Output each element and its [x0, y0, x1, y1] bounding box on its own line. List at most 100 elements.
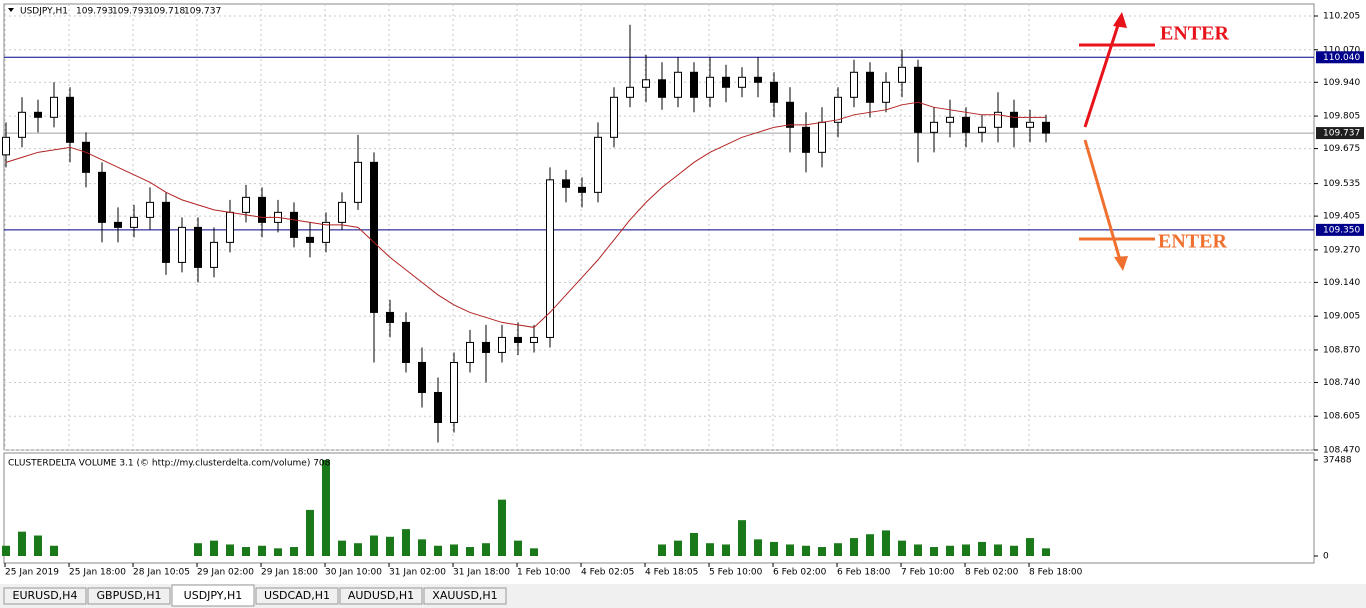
level-tag [1316, 51, 1364, 64]
volume-bar [866, 534, 874, 556]
candle-body [434, 391, 442, 423]
candle-body [834, 96, 842, 123]
tab-label[interactable]: USDCAD,H1 [264, 589, 330, 602]
volume-bar [658, 544, 666, 556]
volume-bar [898, 540, 906, 556]
volume-bar [786, 544, 794, 556]
candle-body [994, 111, 1002, 128]
candle-body [258, 196, 266, 223]
ohlc-value: 109.737 [184, 7, 221, 17]
y-tick-label: 108.870 [1323, 345, 1360, 355]
tab-label[interactable]: XAUUSD,H1 [432, 589, 497, 602]
tab[interactable] [339, 587, 423, 605]
plot [2, 24, 1314, 556]
volume-bar [194, 543, 202, 556]
candle-body [882, 81, 890, 103]
volume-bar [450, 544, 458, 556]
candle-body [818, 121, 826, 153]
candle-body [658, 79, 666, 98]
candle-body [466, 341, 474, 363]
moving-average [5, 101, 1046, 328]
ohlc-value: 109.718 [148, 7, 185, 17]
candle-body [450, 361, 458, 423]
volume-bar [850, 538, 858, 556]
candle-body [418, 361, 426, 393]
volume-bar [482, 543, 490, 556]
candle-body [34, 111, 42, 118]
x-tick-label: 8 Feb 18:00 [1029, 568, 1083, 578]
volume-bar [386, 536, 394, 556]
candle-body [578, 186, 586, 193]
volume-bar [306, 509, 314, 556]
tab[interactable] [3, 587, 87, 605]
x-tick-label: 5 Feb 10:00 [709, 568, 763, 578]
candle-body [946, 116, 954, 123]
menu-arrow [8, 8, 14, 12]
tab-label[interactable]: AUDUSD,H1 [348, 589, 414, 602]
candle-body [498, 336, 506, 353]
volume-bar [946, 545, 954, 556]
candle-body [18, 111, 26, 138]
volume-bar [322, 460, 330, 556]
volume-bar [402, 529, 410, 556]
candle-body [962, 116, 970, 133]
volume-bar [1010, 545, 1018, 556]
tab-label[interactable]: USDJPY,H1 [184, 589, 243, 602]
volume-bar [370, 535, 378, 556]
candle-body [978, 126, 986, 133]
candle-body [82, 141, 90, 173]
volume-bar [882, 530, 890, 556]
tab[interactable] [171, 584, 255, 607]
candle-body [290, 211, 298, 238]
volume-bar [1042, 548, 1050, 556]
candle-body [802, 126, 810, 153]
volume-bar [978, 541, 986, 556]
volume-bar [930, 547, 938, 556]
tab[interactable] [423, 587, 507, 605]
volume-bar [274, 548, 282, 556]
candle-body [146, 201, 154, 218]
volume-bar [1026, 538, 1034, 556]
candle-body [674, 71, 682, 98]
x-tick-label: 4 Feb 18:05 [645, 568, 698, 578]
volume-bar [2, 545, 10, 556]
tab[interactable] [255, 587, 339, 605]
volume-bar [354, 543, 362, 556]
volume-bar [434, 545, 442, 556]
ohlc-value: 109.793 [76, 7, 113, 17]
candle-body [914, 66, 922, 133]
candle-body [210, 241, 218, 268]
level-label: 109.350 [1323, 225, 1360, 235]
up-arrow-head [1113, 12, 1127, 28]
candle-body [738, 76, 746, 88]
volume-bar [242, 547, 250, 556]
x-tick-label: 7 Feb 10:00 [901, 568, 955, 578]
candle-body [242, 196, 250, 213]
volume-panel-frame [3, 452, 1315, 564]
volume-bar [514, 540, 522, 556]
tab-label[interactable]: EURUSD,H4 [13, 589, 78, 602]
candle-body [66, 96, 74, 143]
candle-body [690, 71, 698, 98]
candle-body [546, 179, 554, 338]
y-tick-label: 0 [1323, 552, 1329, 562]
candle-body [562, 179, 570, 188]
volume-bar [802, 545, 810, 556]
down-arrow-head [1114, 256, 1128, 271]
tab-label[interactable]: GBPUSD,H1 [97, 589, 162, 602]
candle-body [770, 81, 778, 103]
volume-bar [690, 532, 698, 556]
y-tick-label: 109.940 [1323, 78, 1360, 88]
tab[interactable] [87, 587, 171, 605]
x-tick-label: 25 Jan 2019 [5, 568, 59, 578]
candle-body [514, 336, 522, 343]
volume-bar [706, 543, 714, 556]
enter-annotation: ENTER [1160, 23, 1229, 45]
candle-body [1026, 121, 1034, 128]
y-tick-label: 37488 [1323, 456, 1352, 466]
x-tick-label: 29 Jan 18:00 [261, 568, 318, 578]
y-tick-label: 108.470 [1323, 446, 1360, 456]
volume-bar [834, 543, 842, 556]
